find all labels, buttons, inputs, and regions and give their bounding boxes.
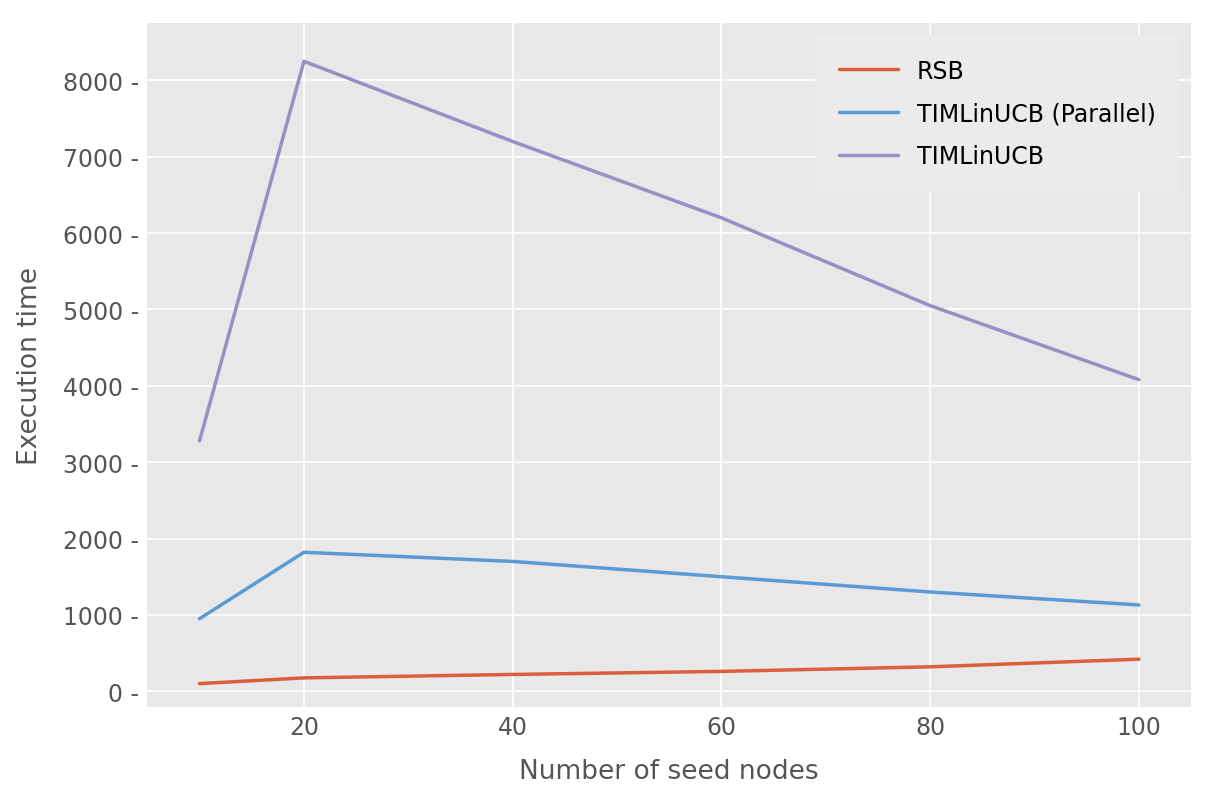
TIMLinUCB (Parallel) xyxy=(1132,601,1147,610)
Y-axis label: Execution time: Execution time xyxy=(17,267,43,464)
TIMLinUCB xyxy=(506,137,521,147)
TIMLinUCB xyxy=(297,57,312,67)
TIMLinUCB xyxy=(192,436,206,446)
RSB xyxy=(1132,654,1147,664)
TIMLinUCB (Parallel) xyxy=(297,548,312,557)
X-axis label: Number of seed nodes: Number of seed nodes xyxy=(519,758,819,785)
RSB xyxy=(506,670,521,679)
RSB xyxy=(297,673,312,683)
TIMLinUCB (Parallel) xyxy=(923,588,938,597)
RSB xyxy=(715,666,729,676)
RSB xyxy=(192,679,206,689)
RSB xyxy=(923,662,938,672)
TIMLinUCB (Parallel) xyxy=(715,573,729,582)
TIMLinUCB xyxy=(715,214,729,223)
TIMLinUCB (Parallel) xyxy=(506,557,521,567)
Legend: RSB, TIMLinUCB (Parallel), TIMLinUCB: RSB, TIMLinUCB (Parallel), TIMLinUCB xyxy=(815,36,1179,193)
TIMLinUCB (Parallel) xyxy=(192,614,206,624)
TIMLinUCB xyxy=(923,301,938,311)
TIMLinUCB xyxy=(1132,376,1147,385)
Line: TIMLinUCB (Parallel): TIMLinUCB (Parallel) xyxy=(199,552,1140,619)
Line: TIMLinUCB: TIMLinUCB xyxy=(199,62,1140,441)
Line: RSB: RSB xyxy=(199,659,1140,684)
